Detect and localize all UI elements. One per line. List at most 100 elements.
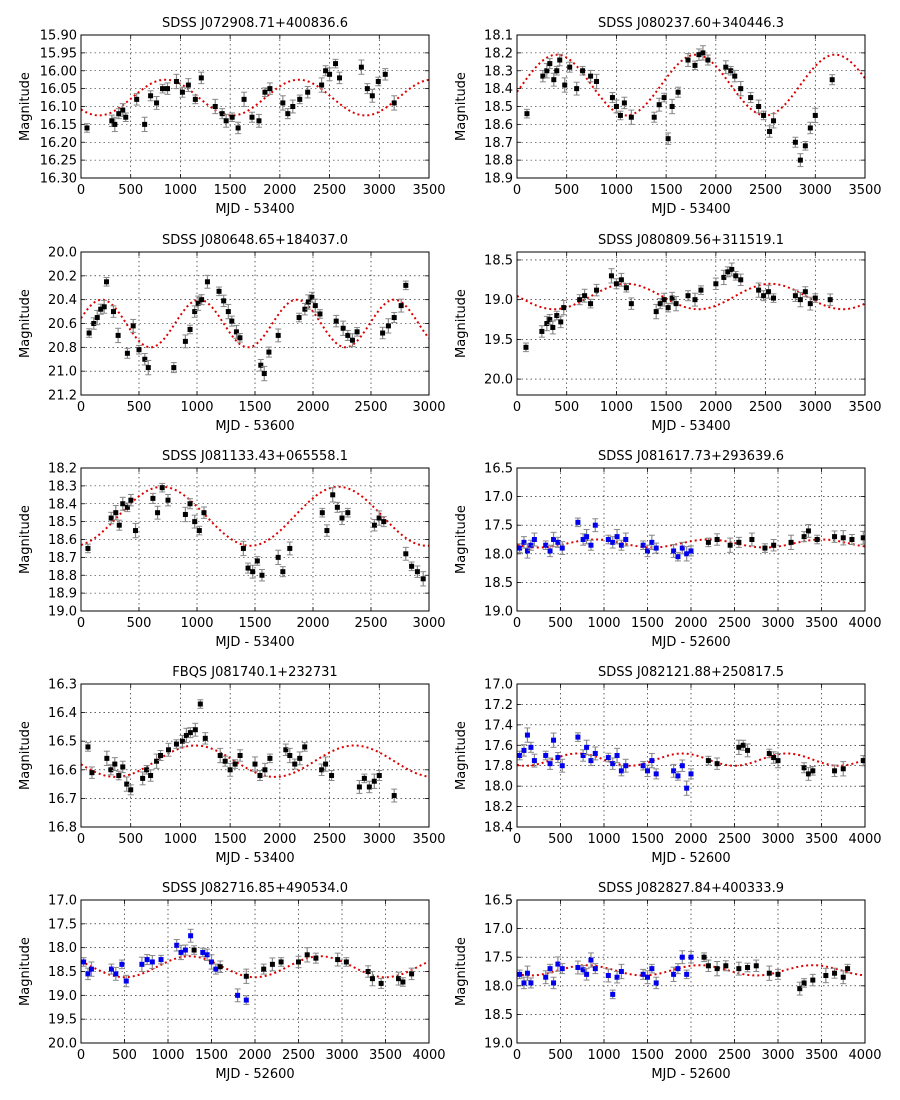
chart-title: SDSS J081617.73+293639.6 [598, 449, 784, 464]
x-tick-label: 1000 [587, 616, 620, 631]
y-tick-label: 17.0 [484, 678, 513, 693]
data-point [111, 757, 118, 772]
data-marker [723, 64, 729, 70]
x-tick-label: 3500 [369, 1048, 402, 1063]
data-marker [165, 747, 171, 753]
data-point [788, 534, 795, 551]
plot-frame [516, 251, 866, 396]
data-point [547, 544, 554, 558]
data-point [229, 112, 236, 123]
data-point [807, 121, 814, 135]
data-point [592, 963, 599, 975]
data-point [770, 293, 777, 303]
data-marker [304, 952, 310, 958]
data-marker [756, 287, 762, 293]
y-axis-label: Magnitude [454, 721, 469, 790]
data-point [197, 699, 204, 709]
data-point [724, 266, 731, 278]
data-point [245, 562, 252, 574]
data-point [648, 963, 655, 974]
data-marker [204, 279, 210, 285]
data-marker [671, 548, 677, 554]
data-marker [792, 293, 798, 299]
data-point [553, 65, 560, 76]
chart-title: SDSS J082716.85+490534.0 [162, 881, 348, 896]
y-tick-label: 16.5 [48, 735, 77, 750]
data-marker [588, 73, 594, 79]
x-tick-label: 2000 [674, 1048, 707, 1063]
data-point [179, 86, 186, 98]
data-marker [330, 492, 336, 498]
data-marker [618, 768, 624, 774]
data-marker [227, 767, 233, 773]
data-marker [543, 542, 549, 548]
y-tick-label: 19.0 [484, 293, 513, 308]
data-marker [810, 768, 816, 774]
data-point [727, 537, 734, 553]
data-point [223, 113, 230, 128]
data-marker [313, 955, 319, 961]
data-marker [371, 778, 377, 784]
data-point [257, 358, 264, 372]
data-marker [766, 289, 772, 295]
data-marker [149, 959, 155, 965]
data-marker [705, 963, 711, 969]
data-point [308, 291, 315, 303]
data-marker [653, 545, 659, 551]
y-tick-label: 20.2 [48, 269, 77, 284]
x-tick-label: 2000 [263, 832, 296, 847]
data-point [382, 68, 389, 81]
data-marker [517, 753, 523, 758]
data-marker [240, 545, 246, 551]
data-marker [130, 323, 136, 329]
data-point [559, 758, 566, 773]
y-tick-label: 16.00 [40, 64, 77, 79]
data-point [254, 556, 261, 566]
data-point [319, 507, 326, 518]
data-marker [745, 747, 751, 753]
data-marker [158, 753, 164, 758]
data-marker [371, 522, 377, 528]
data-marker [297, 755, 303, 761]
data-marker [582, 293, 588, 299]
data-point [661, 92, 668, 103]
data-marker [567, 64, 573, 70]
y-tick-label: 16.7 [48, 792, 77, 807]
data-marker [319, 510, 325, 516]
data-point [165, 493, 171, 507]
data-marker [860, 535, 865, 541]
x-tick-label: 3500 [412, 832, 445, 847]
x-tick-label: 0 [513, 616, 521, 631]
data-point [361, 773, 368, 784]
x-tick-label: 3000 [761, 1048, 794, 1063]
data-point [744, 962, 751, 973]
y-tick-label: 17.2 [484, 698, 513, 713]
data-marker [554, 313, 560, 319]
data-point [653, 542, 660, 554]
data-marker [692, 297, 698, 303]
data-marker [675, 554, 681, 560]
data-point [402, 546, 409, 561]
y-tick-label: 17.0 [484, 490, 513, 505]
data-marker [524, 548, 530, 554]
data-marker [86, 330, 92, 336]
x-tick-label: 1000 [180, 616, 213, 631]
data-marker [213, 966, 219, 972]
data-marker [188, 933, 194, 939]
data-point [196, 525, 203, 536]
data-marker [165, 497, 171, 503]
data-point [301, 742, 308, 752]
data-marker [531, 758, 537, 764]
data-point [801, 978, 808, 988]
data-point [149, 955, 156, 969]
data-point [275, 549, 282, 566]
data-marker [649, 758, 655, 764]
x-tick-label: 1000 [164, 832, 197, 847]
x-tick-label: 500 [127, 400, 152, 415]
data-point [147, 90, 154, 102]
data-marker [714, 761, 720, 767]
data-marker [679, 954, 685, 960]
x-tick-label: 500 [548, 616, 573, 631]
data-marker [577, 297, 583, 303]
data-marker [256, 118, 262, 124]
